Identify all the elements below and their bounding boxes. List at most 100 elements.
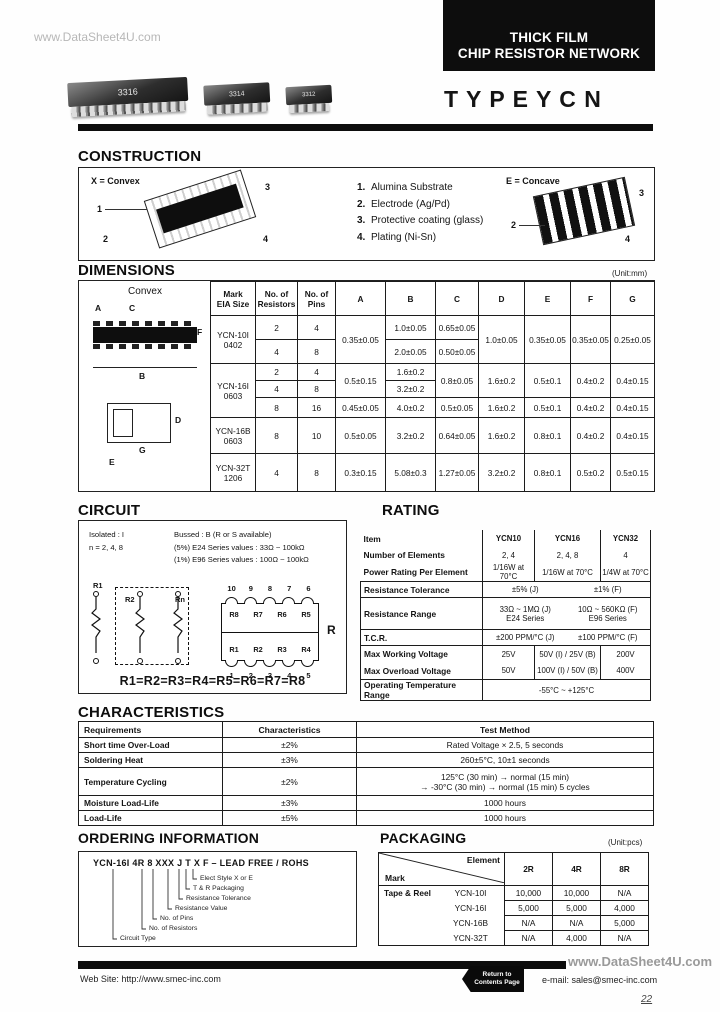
resistor-label: R8 xyxy=(229,610,239,619)
zigzag xyxy=(91,597,101,653)
cell: 4 xyxy=(600,547,651,563)
cell: 0.45±0.05 xyxy=(335,397,386,418)
characteristics-heading: CHARACTERISTICS xyxy=(78,704,225,721)
characteristic-value: ±5% xyxy=(222,810,357,826)
cell: 0.35±0.05 xyxy=(335,315,386,364)
convex-diagram xyxy=(143,169,257,249)
pin-bump xyxy=(225,597,238,604)
cell: 1/16W at 70°C xyxy=(482,563,535,582)
chip-photo-medium: 3314 xyxy=(203,82,271,115)
mark: YCN-32T xyxy=(453,932,488,943)
convex-style-label: X = Convex xyxy=(91,176,140,186)
characteristic-value: ±2% xyxy=(222,767,357,796)
cell: 0.35±0.05 xyxy=(570,315,611,364)
col-header: YCN16 xyxy=(534,530,601,547)
cell: 0.4±0.15 xyxy=(610,417,655,454)
cell: 200V xyxy=(600,645,651,663)
table-row: Power Rating Per Element 1/16W at 70°C 1… xyxy=(360,563,651,582)
test-method: 125°C (30 min) → normal (15 min) → -30°C … xyxy=(356,767,654,796)
callout-line xyxy=(519,225,545,226)
callout-line xyxy=(105,209,147,210)
pin-bump xyxy=(244,660,257,667)
banner-line2: CHIP RESISTOR NETWORK xyxy=(457,46,641,61)
cell: 25V xyxy=(482,645,535,663)
cell: 50V xyxy=(482,662,535,680)
ordering-label: Resistance Value xyxy=(175,905,228,912)
item-number: 3. xyxy=(357,215,366,226)
row-label: T.C.R. xyxy=(360,629,483,646)
button-line1: Return to xyxy=(482,971,512,978)
type-title: T Y P E Y C N xyxy=(444,86,602,112)
construction-box: X = Convex 1 2 3 4 1. Alumina Substrate 2… xyxy=(78,167,655,261)
callout-1: 1 xyxy=(97,204,103,214)
zigzag xyxy=(173,597,183,653)
concave-style-label: E = Concave xyxy=(506,176,560,186)
cell: -55°C ~ +125°C xyxy=(482,679,651,701)
row-label: Resistance Tolerance xyxy=(360,581,483,598)
tolerance-j: ±5% (J) xyxy=(511,585,539,594)
pin-number: 10 xyxy=(227,584,236,593)
table-row: YCN-16I 0603 2 4 0.5±0.15 1.6±0.2 0.8±0.0… xyxy=(210,363,655,418)
return-to-contents-button[interactable]: Return to Contents Page xyxy=(462,966,524,992)
callout-4b: 4 xyxy=(625,234,631,244)
row-label: Resistance Range xyxy=(360,597,483,630)
cell: 1.6±0.2 xyxy=(385,363,436,381)
header-divider xyxy=(78,124,653,131)
table-row: T.C.R. ±200 PPM/°C (J) ±100 PPM/°C (F) xyxy=(360,629,651,646)
cell: 1/16W at 70°C xyxy=(534,563,601,582)
dim-label-d: D xyxy=(175,415,182,425)
cell: 0.5±0.05 xyxy=(435,397,479,418)
convex-body xyxy=(155,183,244,233)
cell: 400V xyxy=(600,662,651,680)
table-row: 8 16 0.45±0.05 4.0±0.2 0.5±0.05 1.6±0.2 … xyxy=(211,397,655,418)
item-text: Plating (Ni-Sn) xyxy=(371,231,437,243)
pin-number: 8 xyxy=(267,584,273,593)
zigzag xyxy=(135,597,145,653)
col-header: YCN32 xyxy=(600,530,651,547)
table-row: YCN-32T N/A 4,000 N/A xyxy=(378,930,649,946)
col-resistors: No. of Resistors xyxy=(255,281,298,316)
item-text: Electrode (Ag/Pd) xyxy=(371,198,450,210)
cell: ±200 PPM/°C (J) ±100 PPM/°C (F) xyxy=(482,629,651,646)
cell: 3.2±0.2 xyxy=(385,417,436,454)
cell: 0.3±0.15 xyxy=(335,453,386,492)
cell: 5,000 xyxy=(504,900,553,916)
dim-label-f: F xyxy=(197,327,203,337)
cell: 100V (I) / 50V (B) xyxy=(534,662,601,680)
col-a: A xyxy=(335,281,386,316)
tolerance-f: ±1% (F) xyxy=(593,585,622,594)
mark-cell: YCN-16I xyxy=(378,900,505,916)
cell: 0.8±0.05 xyxy=(435,363,479,398)
chip-marking: 3316 xyxy=(117,86,139,98)
col-mark: Mark EIA Size xyxy=(210,281,256,316)
cell: 5,000 xyxy=(552,900,601,916)
col-g: G xyxy=(610,281,655,316)
cell: 0.5±0.2 xyxy=(570,453,611,492)
website-text: Web Site: http://www.smec-inc.com xyxy=(80,974,221,984)
table-row: Max Working Voltage 25V 50V (I) / 25V (B… xyxy=(360,645,651,663)
table-row: Load-Life ±5% 1000 hours xyxy=(78,810,654,826)
table-header-row: Requirements Characteristics Test Method xyxy=(78,721,654,738)
cell: ±5% (J) ±1% (F) xyxy=(482,581,651,598)
characteristic-value: ±2% xyxy=(222,737,357,753)
cell: 5,000 xyxy=(600,915,649,931)
isolated-note: Isolated : I n = 2, 4, 8 xyxy=(89,529,124,554)
mark: YCN-10I xyxy=(454,888,487,899)
chip-marking: 3314 xyxy=(228,90,245,98)
ordering-label: Resistance Tolerance xyxy=(186,895,251,902)
mark: YCN-16B xyxy=(452,918,489,928)
e24-line: (5%) E24 Series values : 33Ω ~ 100kΩ xyxy=(174,542,305,552)
cell: 2, 4, 8 xyxy=(534,547,601,563)
dim-label-b: B xyxy=(139,371,146,381)
cell: 0.4±0.15 xyxy=(610,363,655,398)
range-j: 33Ω ~ 1MΩ (J) E24 Series xyxy=(499,604,551,623)
pin-number: 3 xyxy=(267,671,273,680)
table-row: YCN-32T 1206 4 8 0.3±0.15 5.08±0.3 1.27±0… xyxy=(210,453,655,492)
table-row: Soldering Heat ±3% 260±5°C, 10±1 seconds xyxy=(78,752,654,768)
cell: N/A xyxy=(552,915,601,931)
resistor-formula: R1=R2=R3=R4=R5=R6=R7=R8 xyxy=(119,674,306,688)
resistor-symbol xyxy=(135,591,145,664)
cell: 10,000 xyxy=(552,885,601,901)
characteristic-value: ±3% xyxy=(222,795,357,811)
col-header: YCN10 xyxy=(482,530,535,547)
